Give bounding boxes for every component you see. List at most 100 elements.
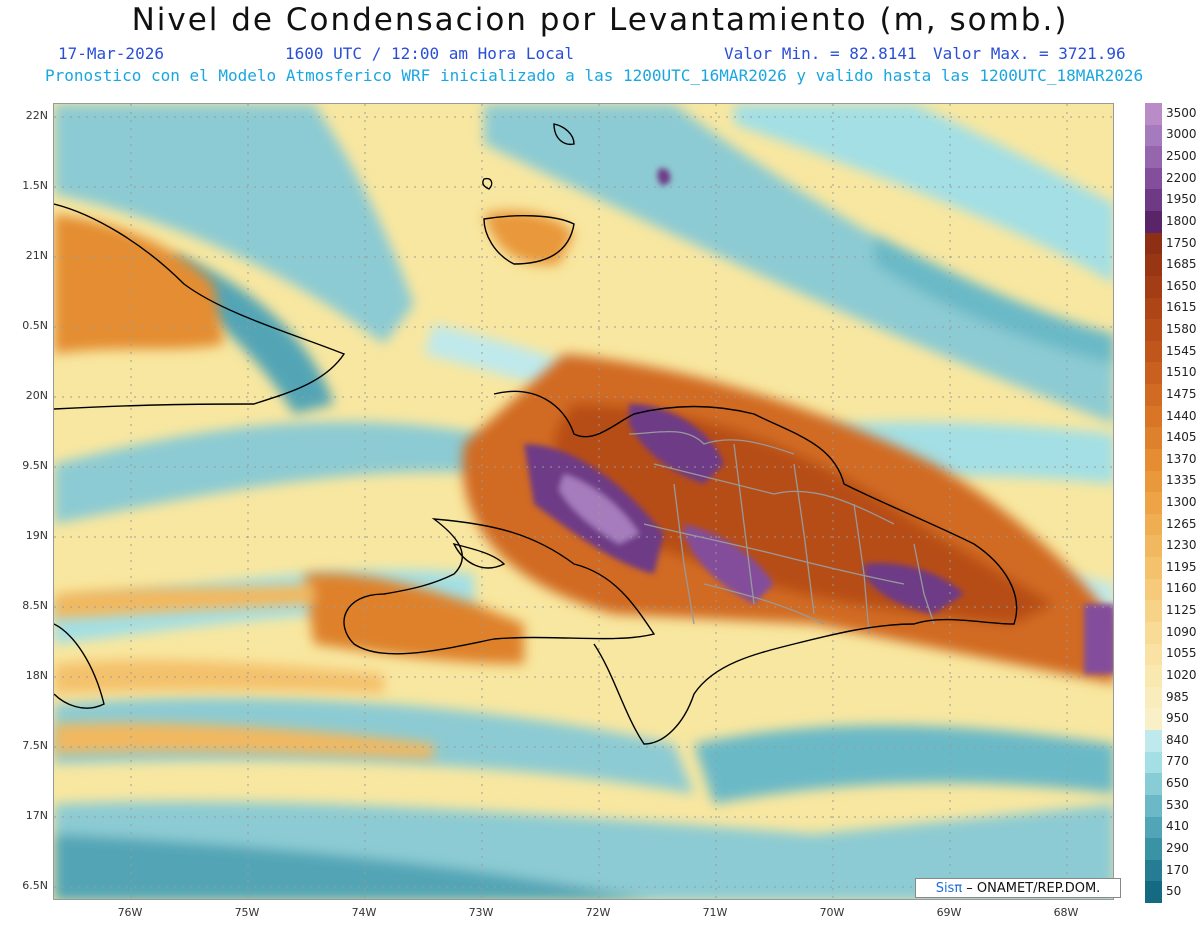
- legend-swatch: [1145, 686, 1162, 709]
- legend-swatch: [1145, 578, 1162, 601]
- legend-label: 530: [1166, 797, 1189, 812]
- legend-label: 2500: [1166, 149, 1197, 164]
- legend-label: 1055: [1166, 646, 1197, 661]
- legend-swatch: [1145, 751, 1162, 774]
- max-value: Valor Max. = 3721.96: [933, 44, 1126, 63]
- legend-label: 1685: [1166, 257, 1197, 272]
- legend-label: 1615: [1166, 300, 1197, 315]
- legend-label: 1800: [1166, 213, 1197, 228]
- color-legend: [1145, 103, 1162, 904]
- lat-label: 17N: [25, 809, 48, 822]
- lon-label: 70W: [819, 906, 845, 919]
- lat-label: 9.5N: [22, 459, 48, 472]
- legend-label: 650: [1166, 776, 1189, 791]
- lat-label: 6.5N: [22, 879, 48, 892]
- legend-label: 1265: [1166, 516, 1197, 531]
- min-value: Valor Min. = 82.8141: [724, 44, 917, 63]
- legend-swatch: [1145, 254, 1162, 277]
- legend-label: 1370: [1166, 451, 1197, 466]
- legend-swatch: [1145, 621, 1162, 645]
- legend-swatch: [1145, 275, 1162, 299]
- legend-swatch: [1145, 297, 1162, 320]
- legend-swatch: [1145, 492, 1162, 515]
- legend-label: 840: [1166, 732, 1189, 747]
- lon-label: 75W: [234, 906, 260, 919]
- legend-swatch: [1145, 167, 1162, 190]
- legend-swatch: [1145, 838, 1162, 861]
- legend-swatch: [1145, 470, 1162, 493]
- legend-swatch: [1145, 730, 1162, 753]
- graticule: [54, 104, 1113, 899]
- sis-logo-text: Sisπ: [935, 881, 963, 896]
- legend-label: 1160: [1166, 581, 1197, 596]
- lat-label: 1.5N: [22, 179, 48, 192]
- legend-swatch: [1145, 794, 1162, 817]
- lon-label: 74W: [351, 906, 377, 919]
- legend-label: 2200: [1166, 170, 1197, 185]
- legend-swatch: [1145, 881, 1162, 904]
- legend-swatch: [1145, 146, 1162, 169]
- legend-swatch: [1145, 557, 1162, 580]
- legend-swatch: [1145, 816, 1162, 839]
- lon-label: 76W: [117, 906, 143, 919]
- legend-swatch: [1145, 665, 1162, 688]
- legend-label: 1440: [1166, 408, 1197, 423]
- legend-swatch: [1145, 859, 1162, 882]
- legend-label: 1580: [1166, 322, 1197, 337]
- legend-swatch: [1145, 362, 1162, 385]
- coastlines: [54, 123, 1018, 745]
- legend-label: 1750: [1166, 235, 1197, 250]
- legend-label: 290: [1166, 840, 1189, 855]
- legend-swatch: [1145, 448, 1162, 472]
- lat-label: 0.5N: [22, 319, 48, 332]
- map-title: Nivel de Condensacion por Levantamiento …: [131, 2, 1069, 38]
- legend-label: 1950: [1166, 192, 1197, 207]
- legend-swatch: [1145, 643, 1162, 666]
- lat-label: 21N: [25, 249, 48, 262]
- legend-label: 1545: [1166, 343, 1197, 358]
- legend-swatch: [1145, 211, 1162, 234]
- legend-label: 3500: [1166, 105, 1197, 120]
- forecast-subtitle: Pronostico con el Modelo Atmosferico WRF…: [45, 66, 1144, 85]
- lat-label: 8.5N: [22, 599, 48, 612]
- legend-label: 170: [1166, 862, 1189, 877]
- legend-label: 1650: [1166, 278, 1197, 293]
- lon-label: 72W: [585, 906, 611, 919]
- legend-label: 950: [1166, 711, 1189, 726]
- legend-swatch: [1145, 708, 1162, 731]
- legend-label: 1090: [1166, 624, 1197, 639]
- lon-label: 68W: [1053, 906, 1079, 919]
- legend-label: 1405: [1166, 430, 1197, 445]
- legend-label: 410: [1166, 819, 1189, 834]
- legend-swatch: [1145, 513, 1162, 536]
- legend-label: 985: [1166, 689, 1189, 704]
- lat-label: 18N: [25, 669, 48, 682]
- lon-label: 73W: [468, 906, 494, 919]
- legend-label: 1195: [1166, 559, 1197, 574]
- legend-label: 1300: [1166, 495, 1197, 509]
- legend-swatch: [1145, 427, 1162, 450]
- lon-label: 69W: [936, 906, 962, 919]
- legend-label: 1230: [1166, 538, 1197, 553]
- legend-swatch: [1145, 124, 1162, 147]
- legend-swatch: [1145, 189, 1162, 212]
- forecast-time: 1600 UTC / 12:00 am Hora Local: [285, 44, 574, 63]
- legend-label: 1125: [1166, 603, 1197, 618]
- legend-swatch: [1145, 773, 1162, 796]
- province-borders: [628, 430, 935, 635]
- legend-label: 1020: [1166, 667, 1197, 682]
- lat-label: 22N: [25, 109, 48, 122]
- legend-swatch: [1145, 535, 1162, 558]
- legend-swatch: [1145, 600, 1162, 623]
- legend-swatch: [1145, 319, 1162, 342]
- legend-swatch: [1145, 384, 1162, 407]
- forecast-date: 17-Mar-2026: [58, 44, 164, 63]
- lat-label: 19N: [25, 529, 48, 542]
- legend-label: 1335: [1166, 473, 1197, 488]
- legend-label: 1510: [1166, 365, 1197, 380]
- legend-label: 3000: [1166, 127, 1197, 142]
- legend-swatch: [1145, 103, 1162, 126]
- credit-text: – ONAMET/REP.DOM.: [962, 881, 1101, 896]
- legend-swatch: [1145, 340, 1162, 363]
- legend-swatch: [1145, 405, 1162, 428]
